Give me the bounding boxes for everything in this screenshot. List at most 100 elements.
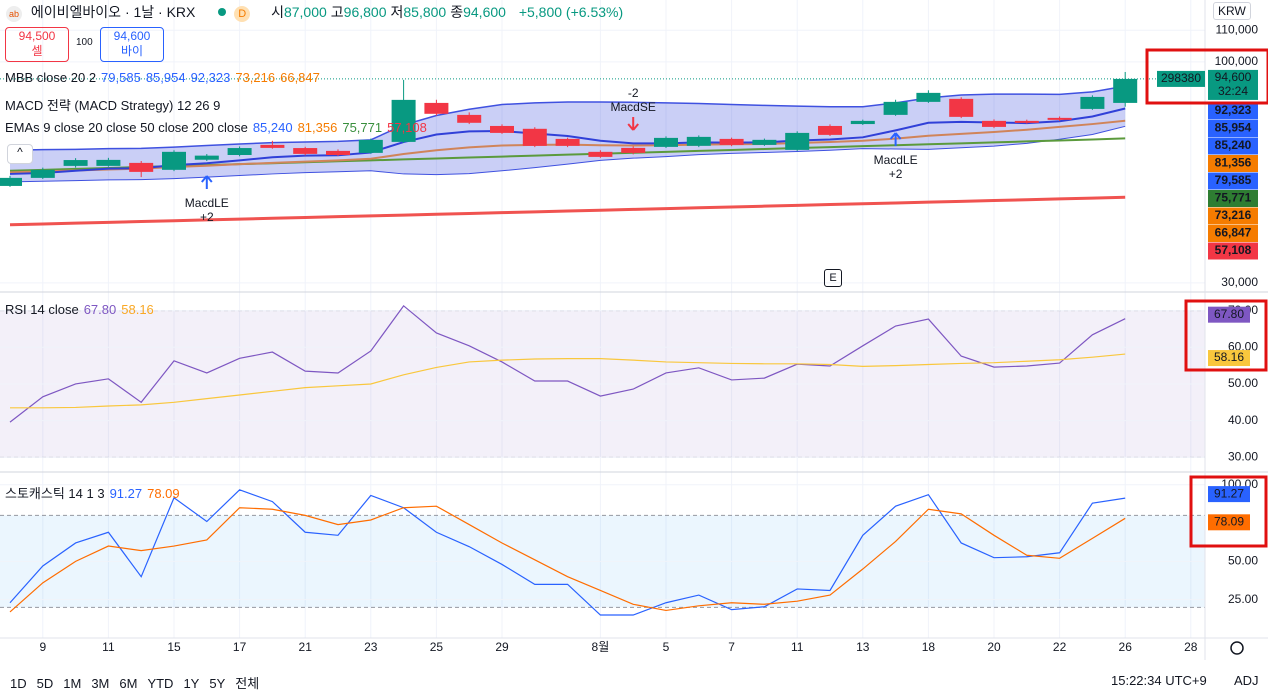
value-box (1208, 486, 1250, 503)
price-label-box (1208, 137, 1258, 155)
price-label-box (1208, 190, 1258, 207)
indicator-line (9, 505, 1126, 613)
indicator-line (10, 353, 1126, 409)
ema-line (9, 107, 1126, 175)
candle-body (0, 177, 22, 186)
legend-value: 75,771 (342, 120, 383, 135)
range-button[interactable]: 전체 (235, 676, 260, 691)
signal-arrow (201, 175, 213, 189)
candle-body (391, 99, 416, 142)
badge: D (234, 6, 251, 22)
x-tick-label: 29 (495, 640, 509, 654)
sell-button[interactable]: 94,500 셀 (5, 27, 69, 62)
candle-body (260, 144, 285, 148)
candle-body (1113, 78, 1138, 103)
price-label: 73,216 (1215, 208, 1252, 222)
legend: RSI 14 close 67.80 58.16 (5, 302, 159, 317)
ohlc-key: 종 (450, 4, 464, 20)
price-label: 79,585 (1215, 173, 1252, 187)
legend-value: 73,216 (235, 70, 276, 85)
ohlc-value: 87,000 (283, 4, 327, 20)
y-tick-label: 25.00 (1228, 592, 1258, 606)
candle-body (621, 147, 646, 153)
candle-body (719, 138, 744, 145)
signal-qty: -2 (628, 86, 639, 100)
candle-body (654, 137, 678, 147)
legend-value: 78.09 (147, 486, 180, 501)
y-tick-label: 50.00 (1228, 376, 1258, 390)
value-label: 67.80 (1214, 307, 1244, 321)
collapse-button[interactable]: ^ (7, 144, 33, 164)
buy-button[interactable]: 94,600 바이 (100, 27, 164, 62)
signal-qty: +2 (200, 210, 214, 224)
legend-value: 81,356 (297, 120, 338, 135)
candle-body (883, 101, 908, 115)
y-tick-label: 50.00 (1228, 554, 1258, 568)
volume-label: 298380 (1161, 71, 1201, 85)
candle-body (358, 139, 383, 153)
settings-icon (1230, 641, 1244, 655)
price-label: 75,771 (1215, 191, 1252, 205)
price-label-box (1208, 225, 1258, 242)
range-button[interactable]: 1D (10, 676, 27, 691)
price-label: 81,356 (1215, 156, 1252, 170)
range-button[interactable]: 1Y (183, 676, 200, 691)
x-tick-label: 11 (102, 640, 115, 654)
legend: MACD 전략 (MACD Strategy) 12 26 9 (5, 95, 225, 114)
legend-title: MACD 전략 (MACD Strategy) 12 26 9 (5, 98, 221, 113)
buy-label: 바이 (120, 44, 144, 58)
y-tick-label: 60.00 (1228, 339, 1258, 353)
ohlc-key: 고 (330, 4, 344, 20)
y-tick-label: 110,000 (1216, 22, 1259, 36)
ohlc: 시87,000 고96,800 저85,800 종94,600 (271, 4, 510, 20)
candle-body (522, 128, 547, 146)
last-price-box (1208, 69, 1258, 100)
signal-label: MacdLE (185, 196, 229, 210)
x-tick-label: 13 (856, 640, 870, 654)
currency[interactable]: KRW (1213, 2, 1251, 20)
candle-body (227, 148, 252, 155)
range-button[interactable]: 5Y (209, 676, 226, 691)
value-box (1208, 306, 1250, 323)
signal-arrow (889, 132, 902, 146)
x-tick-label: 23 (364, 640, 378, 654)
value-label: 78.09 (1214, 514, 1244, 528)
quantity[interactable]: 100 (76, 37, 93, 48)
price-label-box (1208, 172, 1258, 190)
last-price-label: 94,600 (1215, 70, 1252, 84)
logo: ab (6, 6, 22, 22)
x-tick-label: 8월 (592, 640, 610, 654)
legend-title: MBB close 20 2 (5, 70, 97, 85)
signal-label: MacdSE (611, 100, 656, 114)
adj[interactable]: ADJ (1234, 673, 1259, 688)
range-button[interactable]: YTD (147, 676, 174, 691)
candle-body (555, 138, 580, 146)
range-button[interactable]: 6M (119, 676, 138, 691)
event-marker[interactable]: E (824, 269, 842, 287)
range-button[interactable]: 1M (63, 676, 82, 691)
symbol: 에이비엘바이오 · 1날 · KRX (30, 4, 196, 20)
range-button[interactable]: 5D (36, 676, 54, 691)
candle-body (850, 120, 875, 125)
change: +5,800 (+6.53%) (518, 4, 624, 20)
candle-body (686, 136, 711, 146)
clock: 15:22:34 UTC+9 (1111, 673, 1207, 688)
ema-line (9, 195, 1126, 227)
candle-body (194, 155, 219, 160)
legend-title: 스토캐스틱 14 1 3 (5, 486, 105, 501)
candle-body (129, 162, 154, 172)
legend-title: EMAs 9 close 20 close 50 close 200 close (5, 120, 248, 135)
range-button[interactable]: 3M (91, 676, 110, 691)
ohlc-value: 94,600 (463, 4, 506, 20)
legend: EMAs 9 close 20 close 50 close 200 close… (5, 120, 432, 135)
countdown: 32:24 (1218, 84, 1248, 98)
highlight-box (1189, 475, 1268, 548)
legend-value: 91.27 (109, 486, 143, 501)
ohlc-key: 저 (390, 4, 404, 20)
candle-body (162, 151, 186, 170)
x-tick-label: 7 (728, 640, 735, 654)
legend-value: 92,323 (190, 70, 231, 85)
y-tick-label: 100,000 (1215, 54, 1259, 68)
indicator-line (9, 304, 1126, 423)
